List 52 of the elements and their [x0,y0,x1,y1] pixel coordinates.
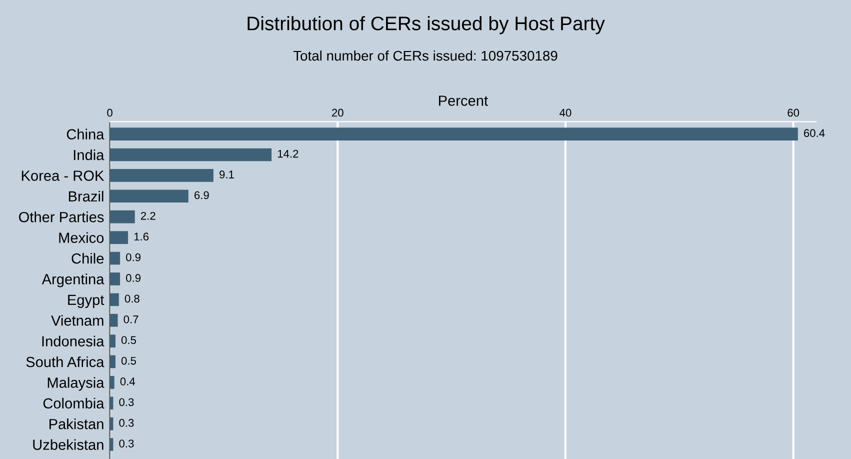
y-tick-label: Chile [72,252,104,264]
bar [110,148,272,162]
data-label: 0.9 [126,274,141,282]
data-label: 0.9 [126,253,141,262]
y-tick-label: Malaysia [48,377,104,391]
data-label: 0.3 [119,418,134,427]
data-label: 0.3 [119,440,134,448]
y-tick-label: China [66,128,104,140]
bar [110,355,116,368]
y-tick-label: South Africa [26,356,104,368]
y-tick-label: Pakistan [49,418,104,430]
bar [110,252,120,265]
y-tick-label: Brazil [68,190,104,202]
chart-title: Distribution of CERs issued by Host Party [248,16,605,34]
x-tick-label: 60 [788,108,800,117]
y-tick-label: India [74,149,104,160]
x-tick-label: 0 [107,108,112,117]
y-tick-label: Uzbekistan [33,439,104,450]
chart-subtitle: Total number of CERs issued: 1097530189 [293,50,558,61]
data-label: 0.3 [119,398,134,406]
x-tick-label: 20 [332,108,344,117]
bar [110,231,128,244]
data-label: 6.9 [194,191,209,200]
bar [110,376,114,389]
x-tick-label: 40 [560,108,572,117]
bar [110,314,118,327]
bar [110,169,214,182]
bar [110,272,120,286]
y-tick-label: Colombia [43,398,104,409]
data-label: 1.6 [134,232,149,241]
y-tick-label: Vietnam [51,315,104,326]
bar [110,334,116,348]
y-tick-label: Other Parties [19,212,104,222]
data-label: 0.8 [124,294,140,303]
data-label: 0.4 [120,378,136,386]
data-label: 0.5 [121,336,136,344]
y-tick-label: Argentina [42,274,104,288]
data-label: 9.1 [220,170,234,178]
bar [110,128,798,140]
y-tick-label: Mexico [59,232,104,243]
x-axis-title: Percent [439,96,488,106]
data-label: 0.5 [121,356,136,365]
y-tick-label: Egypt [68,294,104,308]
data-label: 60.4 [804,129,825,138]
bar [110,210,135,224]
bar [110,293,119,306]
data-label: 14.2 [278,150,298,158]
data-label: 2.2 [140,212,156,220]
data-label: 0.7 [124,315,138,324]
y-tick-label: Korea - ROK [22,170,104,181]
y-tick-label: Indonesia [42,336,104,346]
bar [110,190,188,203]
